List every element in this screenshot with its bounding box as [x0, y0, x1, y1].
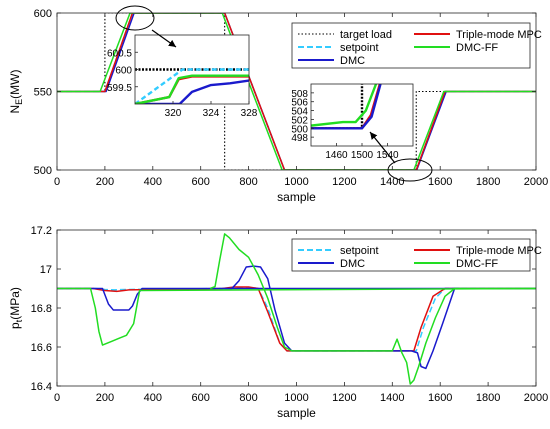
legend-label: DMC-FF: [456, 258, 498, 270]
y-axis-label: pt(MPa): [8, 287, 24, 329]
y-tick-label: 16.8: [31, 303, 52, 315]
y-axis-label: NE(MW): [8, 69, 24, 113]
y-tick-label: 16.6: [31, 342, 52, 354]
y-tick-label: 600: [34, 8, 52, 20]
legend-label: setpoint: [340, 245, 379, 257]
y-tick-label: 16.4: [31, 381, 52, 393]
x-tick-label: 800: [239, 176, 257, 188]
pressure-plot: 0 200 400 600 800 1000 1200 1400 1600 1800 2000 16.…: [8, 225, 548, 420]
inset-y-tick-label: 502: [291, 115, 308, 126]
inset-x-tick-label: 320: [165, 108, 182, 119]
inset-y-tick-label: 500: [291, 124, 308, 135]
legend: setpoint Triple-mode MPC DMC DMC-FF: [291, 238, 542, 272]
x-tick-label: 1200: [332, 176, 356, 188]
legend-label: DMC: [340, 55, 365, 67]
x-tick-label: 600: [192, 176, 210, 188]
y-axis-label-subscript: E: [14, 99, 24, 105]
y-tick-label: 17: [40, 264, 52, 276]
legend-label: setpoint: [340, 42, 379, 54]
inset-2-series-line-dmc: [311, 84, 382, 130]
y-tick-label: 500: [34, 165, 52, 177]
y-axis-label-unit: (MW): [8, 69, 22, 98]
y-axis-label-main: p: [8, 322, 22, 329]
inset-y-tick-label: 506: [291, 98, 308, 109]
power-plot-series-line-triple-mode-mpc: [57, 13, 536, 170]
x-tick-label: 1600: [428, 392, 452, 404]
x-tick-label: 800: [239, 392, 257, 404]
x-tick-label: 600: [192, 392, 210, 404]
legend: target load Triple-mode MPC setpoint DMC-FF…: [291, 22, 542, 69]
legend-label: target load: [340, 29, 392, 41]
callout-ellipse-rise: [115, 5, 155, 31]
inset-x-tick-label: 1540: [376, 150, 399, 161]
y-tick-label: 17.2: [31, 225, 52, 237]
inset-1-series-line-setpoint: [135, 68, 249, 104]
x-axis-label: sample: [277, 406, 316, 420]
legend-label: DMC-FF: [456, 42, 498, 54]
inset-y-tick-label: 504: [291, 107, 308, 118]
inset-x-tick-label: 324: [203, 108, 220, 119]
x-tick-label: 400: [144, 392, 162, 404]
x-tick-label: 0: [54, 392, 60, 404]
power-plot-series-line-dmc-ff: [57, 13, 536, 170]
y-tick-label: 550: [34, 87, 52, 99]
x-tick-label: 1200: [332, 392, 356, 404]
inset-y-tick-label: 498: [291, 133, 308, 144]
x-tick-label: 1800: [476, 176, 500, 188]
x-tick-label: 2000: [524, 392, 548, 404]
y-axis-label-subscript: t: [14, 319, 24, 322]
inset-2-series-line-dmc-ff: [311, 84, 378, 127]
inset-x-tick-label: 1500: [351, 150, 374, 161]
power-plot: 0 200 400 600 800 1000 1200 1400 1600 1800 2000 500…: [8, 5, 548, 204]
callout-ellipse-return: [387, 158, 433, 182]
x-axis-label: sample: [277, 190, 316, 204]
x-tick-label: 200: [96, 176, 114, 188]
x-tick-label: 2000: [524, 176, 548, 188]
x-tick-label: 1400: [380, 392, 404, 404]
callout-arrow-return: [369, 131, 396, 164]
inset-plot-1: 320 324 328 599.5 600 600.5: [107, 34, 258, 119]
legend-box: [291, 238, 531, 272]
pressure-plot-series-line-dmc-ff: [209, 233, 536, 385]
y-axis-label-unit: (MPa): [8, 287, 22, 320]
y-axis-label-main: N: [8, 105, 22, 114]
inset-y-tick-label: 508: [291, 89, 308, 100]
x-tick-label: 1000: [284, 392, 308, 404]
inset-y-tick-label: 600: [115, 66, 132, 77]
pressure-plot-series-line-dmc: [224, 265, 460, 370]
x-tick-label: 200: [96, 392, 114, 404]
inset-x-tick-label: 1460: [325, 150, 348, 161]
x-tick-label: 1600: [428, 176, 452, 188]
inset-y-tick-label: 599.5: [107, 83, 132, 94]
inset-x-tick-label: 328: [241, 108, 258, 119]
x-tick-label: 1400: [380, 176, 404, 188]
x-tick-label: 1800: [476, 392, 500, 404]
x-tick-label: 0: [54, 176, 60, 188]
pressure-plot-series-line-dmc-ff: [57, 287, 536, 346]
legend-label: Triple-mode MPC: [456, 29, 542, 41]
inset-1-series-line-dmc: [135, 79, 249, 104]
x-tick-label: 1000: [284, 176, 308, 188]
inset-y-tick-label: 600.5: [107, 48, 132, 59]
inset-1-series-line-dmc-ff: [135, 74, 249, 104]
x-tick-label: 400: [144, 176, 162, 188]
callout-arrow-rise: [151, 29, 177, 48]
legend-label: DMC: [340, 258, 365, 270]
legend-label: Triple-mode MPC: [456, 245, 542, 257]
